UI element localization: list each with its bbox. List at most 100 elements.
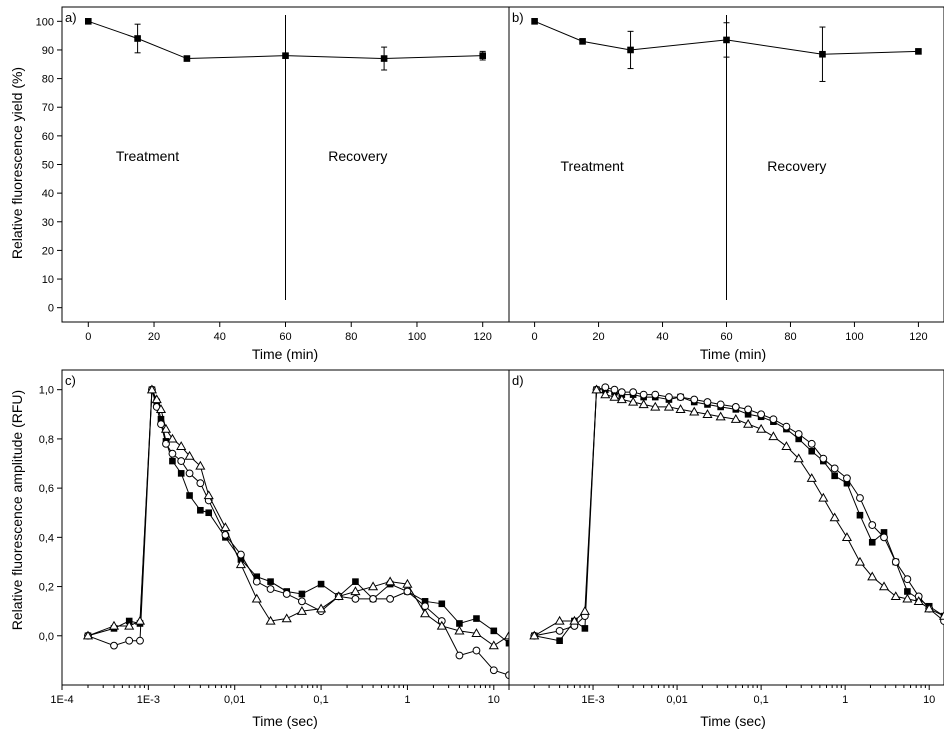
data-point-square-b-0-2 (627, 46, 634, 54)
x-tick-label-c-0: 1E-4 (50, 694, 73, 706)
series-line-d-0 (534, 389, 944, 642)
data-point-triangle-c-2-24 (402, 578, 413, 588)
data-point-circle-d-1-8 (629, 388, 638, 397)
series-line-b-0 (534, 20, 919, 55)
data-point-square-d-0-25 (843, 479, 851, 487)
data-point-circle-d-1-20 (782, 422, 791, 431)
series-group-c (82, 384, 509, 680)
data-point-triangle-c-2-28 (471, 628, 482, 637)
x-tick-label-c-3: 0,1 (313, 694, 328, 706)
data-point-circle-c-1-24 (403, 587, 412, 596)
data-point-triangle-d-2-11 (663, 401, 674, 411)
data-point-triangle-c-2-4 (146, 384, 157, 394)
data-point-square-b-0-4 (819, 50, 826, 58)
series-group-a (84, 18, 487, 71)
data-point-square-b-0-0 (531, 18, 538, 25)
y-axis-title-top: Relative fluorescence yield (%) (9, 67, 25, 259)
data-point-triangle-c-2-17 (281, 613, 292, 623)
x-tick-label-c-1: 1E-3 (137, 694, 160, 706)
y-tick-label-a-1: 10 (42, 274, 54, 286)
panel-label-a: a) (65, 10, 77, 25)
data-point-triangle-d-2-29 (890, 591, 901, 601)
x-axis-title-a: Time (min) (252, 346, 318, 362)
data-point-triangle-c-2-23 (385, 576, 396, 586)
data-point-triangle-c-2-27 (454, 625, 465, 635)
x-axis-title-b: Time (min) (700, 346, 766, 362)
data-point-triangle-d-2-22 (806, 473, 817, 482)
data-point-circle-c-1-2 (125, 636, 134, 645)
data-point-triangle-d-2-26 (854, 556, 866, 566)
data-point-square-d-0-28 (880, 529, 888, 536)
x-tick-label-b-3: 60 (720, 331, 732, 343)
data-point-triangle-c-2-15 (251, 593, 262, 603)
data-point-square-c-0-27 (456, 620, 463, 627)
data-point-circle-d-1-16 (731, 403, 740, 411)
data-point-circle-d-1-10 (651, 390, 660, 399)
data-point-circle-d-1-9 (639, 390, 648, 399)
data-point-circle-d-1-29 (891, 558, 900, 566)
data-point-triangle-c-2-11 (195, 460, 206, 470)
x-tick-label-c-2: 0,01 (224, 694, 245, 706)
data-point-triangle-d-2-19 (768, 431, 779, 441)
data-point-triangle-c-2-21 (350, 586, 361, 596)
x-tick-label-b-1: 20 (592, 331, 604, 343)
data-point-square-a-0-0 (84, 18, 92, 25)
panel-b-plot: 0 20 40 60 80 100 120 Time (min) b) Treatment Reco… (508, 6, 944, 362)
data-point-square-c-0-12 (205, 509, 213, 517)
data-point-circle-d-1-21 (794, 430, 803, 438)
data-point-triangle-d-2-32 (924, 603, 935, 613)
data-point-square-c-0-28 (473, 615, 480, 622)
data-point-triangle-c-2-20 (333, 591, 344, 601)
data-point-triangle-d-2-12 (675, 404, 686, 414)
data-point-square-a-0-2 (183, 55, 191, 62)
y-tick-label-c-3: 0,6 (39, 483, 54, 495)
y-tick-label-a-2: 20 (42, 245, 54, 257)
data-point-square-d-0-17 (744, 410, 752, 418)
data-point-square-d-0-30 (904, 588, 911, 595)
data-point-circle-c-1-10 (185, 469, 194, 478)
panel-label-c: c) (65, 373, 76, 388)
data-point-square-a-0-4 (380, 55, 388, 62)
data-point-triangle-d-2-21 (793, 453, 804, 463)
series-line-d-1 (534, 386, 944, 637)
data-point-circle-d-1-17 (744, 405, 753, 414)
data-point-triangle-c-2-10 (184, 450, 195, 460)
data-point-triangle-c-2-29 (488, 640, 499, 650)
data-point-triangle-c-2-9 (176, 441, 187, 450)
data-point-triangle-d-2-7 (616, 394, 627, 404)
data-point-circle-d-1-25 (843, 474, 851, 483)
data-point-square-c-0-9 (177, 470, 185, 477)
data-point-triangle-c-2-13 (220, 522, 231, 532)
data-point-triangle-d-2-3 (579, 605, 590, 615)
panel-d-plot: 1E-3 0,01 0,1 1 10 Time (sec) d) (508, 369, 944, 729)
data-point-triangle-c-2-7 (160, 423, 172, 433)
series-group-b (531, 18, 922, 82)
y-tick-label-c-2: 0,4 (39, 532, 54, 544)
data-point-circle-c-1-27 (455, 651, 464, 660)
data-point-circle-c-1-9 (177, 457, 186, 465)
data-point-square-b-0-1 (579, 38, 586, 45)
data-point-triangle-d-2-0 (529, 630, 540, 640)
x-tick-label-c-5: 10 (488, 694, 500, 706)
data-point-circle-c-1-15 (252, 577, 261, 586)
x-tick-label-a-5: 100 (408, 331, 426, 343)
y-tick-label-a-0: 0 (48, 303, 54, 315)
x-tick-label-d-2: 0,01 (666, 694, 687, 706)
data-point-triangle-c-2-19 (316, 603, 327, 613)
data-point-circle-d-1-18 (757, 410, 766, 419)
data-point-triangle-d-2-14 (702, 409, 713, 418)
data-point-square-d-0-1 (556, 637, 563, 645)
data-point-square-b-0-3 (723, 36, 730, 44)
data-point-triangle-d-2-33 (938, 610, 944, 620)
data-point-square-d-0-24 (831, 472, 838, 480)
x-tick-label-b-4: 80 (784, 331, 796, 343)
data-point-triangle-c-2-8 (167, 433, 178, 443)
data-point-triangle-c-2-2 (124, 620, 135, 630)
data-point-square-d-0-26 (856, 511, 864, 519)
data-point-square-b-0-5 (915, 48, 922, 55)
data-point-triangle-d-2-6 (609, 391, 620, 401)
data-point-circle-d-1-26 (856, 494, 864, 502)
data-point-triangle-d-2-30 (902, 593, 913, 603)
data-point-circle-d-1-12 (676, 393, 685, 401)
